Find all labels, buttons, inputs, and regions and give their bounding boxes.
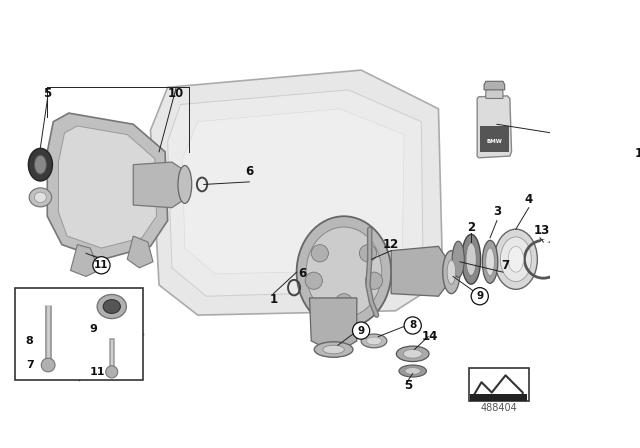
Text: 13: 13 [534, 224, 550, 237]
Circle shape [311, 245, 328, 262]
Ellipse shape [486, 248, 494, 276]
Circle shape [404, 317, 421, 334]
Ellipse shape [447, 260, 456, 284]
Ellipse shape [178, 165, 192, 203]
Ellipse shape [35, 192, 47, 202]
Ellipse shape [466, 243, 476, 276]
Circle shape [93, 257, 110, 274]
Bar [470, 394, 527, 401]
Polygon shape [133, 162, 185, 208]
Polygon shape [58, 126, 156, 248]
Ellipse shape [452, 241, 464, 277]
Ellipse shape [483, 240, 498, 283]
Circle shape [353, 322, 370, 339]
Text: 15: 15 [635, 147, 640, 160]
Bar [468, 368, 529, 401]
Text: 6: 6 [298, 267, 307, 280]
Polygon shape [150, 70, 443, 315]
Circle shape [360, 245, 376, 262]
Ellipse shape [29, 188, 52, 207]
Ellipse shape [306, 227, 381, 317]
Circle shape [335, 293, 353, 311]
Polygon shape [486, 87, 503, 99]
Ellipse shape [508, 246, 524, 272]
Text: 8: 8 [26, 336, 33, 346]
Polygon shape [47, 113, 168, 259]
Ellipse shape [405, 367, 420, 375]
Circle shape [106, 366, 118, 378]
Circle shape [305, 272, 323, 289]
Text: 1: 1 [269, 293, 278, 306]
Circle shape [41, 358, 55, 372]
Ellipse shape [403, 349, 422, 358]
Ellipse shape [28, 148, 52, 181]
Ellipse shape [323, 345, 344, 354]
Polygon shape [168, 90, 423, 296]
Ellipse shape [361, 334, 387, 348]
Text: 14: 14 [422, 330, 438, 343]
Text: 11: 11 [94, 260, 109, 270]
Polygon shape [477, 96, 511, 158]
Text: BMW: BMW [486, 139, 502, 144]
Polygon shape [182, 109, 404, 274]
Circle shape [365, 272, 383, 289]
Polygon shape [391, 246, 447, 296]
FancyBboxPatch shape [480, 126, 509, 152]
Text: 6: 6 [245, 165, 253, 178]
Ellipse shape [500, 237, 531, 282]
Text: 7: 7 [26, 360, 33, 370]
Text: 3: 3 [493, 206, 501, 219]
Text: 488404: 488404 [480, 403, 517, 413]
Polygon shape [70, 245, 99, 276]
Text: 9: 9 [90, 324, 97, 334]
Text: 5: 5 [43, 87, 51, 100]
Text: 7: 7 [502, 259, 509, 272]
Text: 2: 2 [467, 221, 476, 234]
Text: 10: 10 [168, 87, 184, 100]
Ellipse shape [443, 250, 460, 293]
Ellipse shape [35, 155, 47, 174]
Ellipse shape [366, 337, 381, 345]
Ellipse shape [494, 229, 538, 289]
Ellipse shape [461, 234, 481, 284]
Ellipse shape [399, 365, 426, 377]
Bar [15, 288, 143, 380]
Text: 5: 5 [404, 379, 413, 392]
Text: 12: 12 [383, 238, 399, 251]
Ellipse shape [296, 216, 391, 328]
Text: 8: 8 [409, 320, 416, 331]
Text: 11: 11 [90, 367, 105, 377]
Text: 9: 9 [476, 291, 483, 301]
Ellipse shape [314, 342, 353, 357]
Polygon shape [127, 236, 153, 268]
Ellipse shape [396, 346, 429, 362]
Ellipse shape [103, 300, 120, 314]
Polygon shape [310, 298, 357, 348]
Text: 9: 9 [358, 326, 365, 336]
Circle shape [471, 288, 488, 305]
Text: 4: 4 [525, 193, 533, 206]
Ellipse shape [97, 294, 126, 319]
Polygon shape [484, 81, 505, 90]
